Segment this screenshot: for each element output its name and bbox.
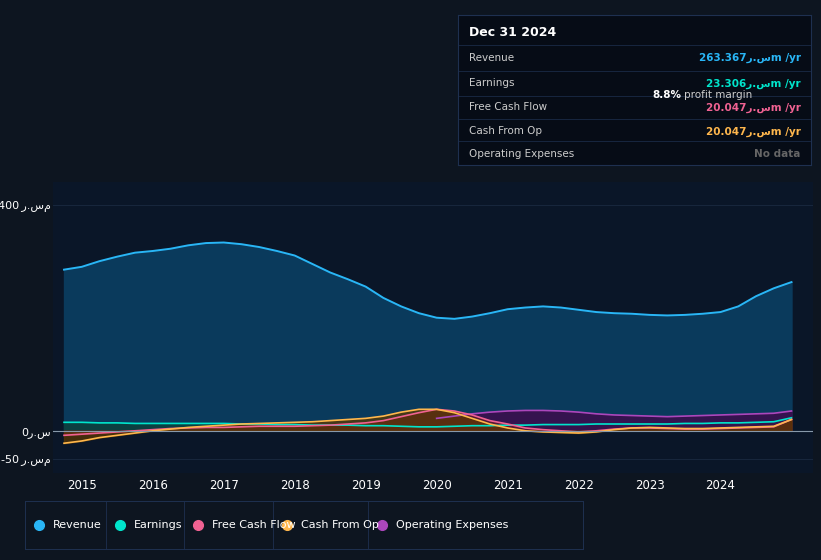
Text: Cash From Op: Cash From Op [469,127,542,137]
Text: Earnings: Earnings [134,520,182,530]
Text: 23.306ر.س‏m /yr: 23.306ر.س‏m /yr [706,78,800,88]
Text: Free Cash Flow: Free Cash Flow [212,520,296,530]
Text: Cash From Op: Cash From Op [301,520,378,530]
Text: profit margin: profit margin [684,90,752,100]
Text: 20.047ر.س‏m /yr: 20.047ر.س‏m /yr [706,127,800,137]
Text: 263.367ر.س‏m /yr: 263.367ر.س‏m /yr [699,53,800,63]
Text: Revenue: Revenue [53,520,101,530]
Text: 8.8%: 8.8% [653,90,681,100]
Text: Revenue: Revenue [469,53,514,63]
Text: 20.047ر.س‏m /yr: 20.047ر.س‏m /yr [706,102,800,113]
Text: No data: No data [754,149,800,159]
Text: Earnings: Earnings [469,78,514,88]
Text: Dec 31 2024: Dec 31 2024 [469,26,556,39]
Text: Operating Expenses: Operating Expenses [396,520,508,530]
Text: Free Cash Flow: Free Cash Flow [469,102,547,113]
Text: Operating Expenses: Operating Expenses [469,149,574,159]
